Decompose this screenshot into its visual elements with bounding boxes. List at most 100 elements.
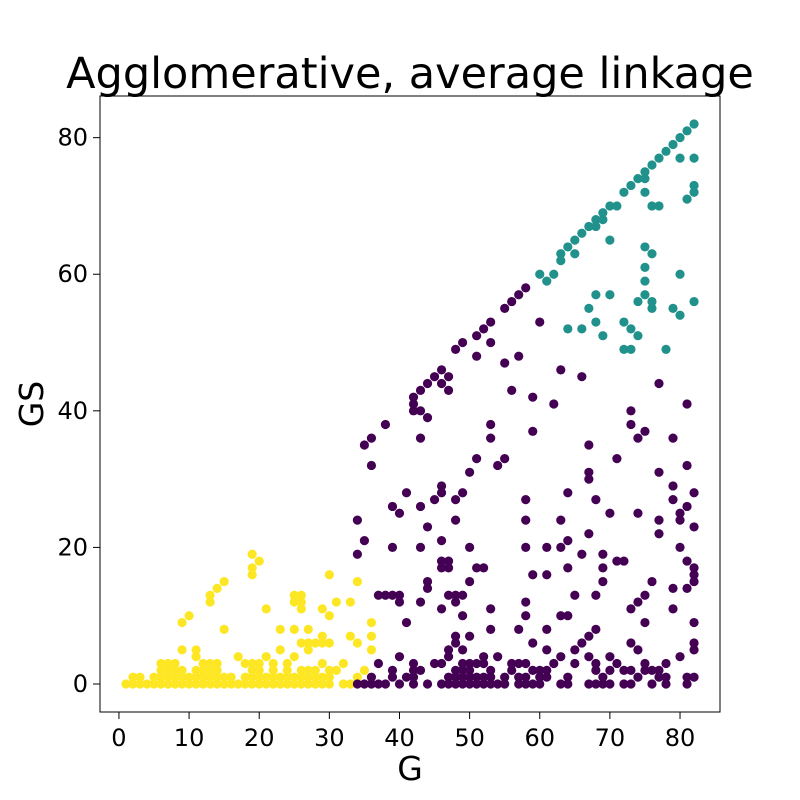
scatter-point [394,679,405,689]
scatter-point [184,679,194,689]
scatter-point [605,679,615,689]
scatter-point [408,399,419,409]
scatter-point [535,679,545,689]
scatter-point [591,665,601,675]
scatter-point [415,597,426,607]
scatter-point [184,611,194,621]
scatter-point [261,604,271,614]
scatter-point [465,542,475,553]
scatter-point [289,652,299,662]
scatter-point [429,658,440,669]
scatter-point [261,672,271,682]
scatter-point [640,658,650,669]
scatter-point [675,310,685,320]
scatter-point [633,174,643,184]
scatter-point [247,665,257,675]
scatter-point [598,208,608,218]
scatter-point [156,672,166,682]
scatter-point [486,604,496,614]
scatter-point [668,495,678,505]
scatter-point [408,658,419,669]
scatter-point [366,645,377,655]
scatter-point [254,679,264,689]
scatter-point [605,201,615,211]
scatter-point [521,611,531,621]
scatter-point [563,242,573,252]
scatter-point [493,460,503,471]
scatter-point [675,133,685,143]
scatter-point [563,488,573,498]
scatter-point [472,672,482,682]
scatter-point [682,194,692,204]
scatter-point [507,658,517,669]
scatter-point [450,590,461,600]
scatter-point [366,617,377,628]
scatter-point [191,679,201,689]
scatter-point [556,652,566,662]
scatter-point [233,652,243,662]
scatter-point [317,658,327,669]
scatter-point [415,501,426,512]
scatter-point [282,658,292,669]
scatter-point [170,679,180,689]
scatter-point [668,481,678,491]
scatter-point [486,419,496,430]
x-tick-label: 0 [111,724,126,752]
scatter-point [577,549,587,559]
scatter-point [640,242,650,252]
scatter-point [563,611,573,621]
scatter-point [317,679,327,689]
scatter-point [128,679,138,689]
plot-frame [99,95,721,713]
x-tick-label: 50 [454,724,485,752]
scatter-point [689,522,699,532]
scatter-point [394,590,405,600]
scatter-point [591,495,601,505]
scatter-point [198,672,208,682]
scatter-point [289,590,299,600]
scatter-point [479,672,489,682]
scatter-point [324,679,334,689]
scatter-point [521,515,531,525]
x-tick-label: 70 [595,724,626,752]
scatter-point [170,665,180,675]
scatter-point [465,631,475,641]
scatter-point [486,679,496,689]
scatter-point [296,679,306,689]
scatter-point [233,679,243,689]
scatter-point [689,119,699,129]
scatter-point [556,365,566,375]
scatter-point [521,658,531,669]
y-tick-label: 60 [57,260,88,288]
scatter-point [479,563,489,573]
scatter-point [317,672,327,682]
scatter-point [177,665,187,675]
scatter-point [654,378,664,389]
scatter-point [626,604,636,614]
scatter-point [689,638,699,648]
scatter-point [450,597,461,607]
scatter-point [289,672,299,682]
scatter-point [647,576,657,587]
scatter-point [598,331,608,341]
scatter-point [689,576,699,587]
scatter-point [556,515,566,525]
scatter-point [640,426,650,436]
scatter-point [422,583,433,593]
scatter-point [647,160,657,170]
scatter-point [626,344,636,354]
scatter-point [443,385,454,395]
y-tick-label: 0 [73,670,88,698]
scatter-point [387,672,398,682]
scatter-point [205,590,215,600]
scatter-point [415,406,426,416]
scatter-point [282,672,292,682]
scatter-point [486,665,496,675]
scatter-point [212,665,222,675]
scatter-point [380,419,391,430]
scatter-point [465,467,475,477]
scatter-point [682,583,692,593]
scatter-point [352,679,362,689]
scatter-point [394,652,405,662]
scatter-point [668,583,678,593]
